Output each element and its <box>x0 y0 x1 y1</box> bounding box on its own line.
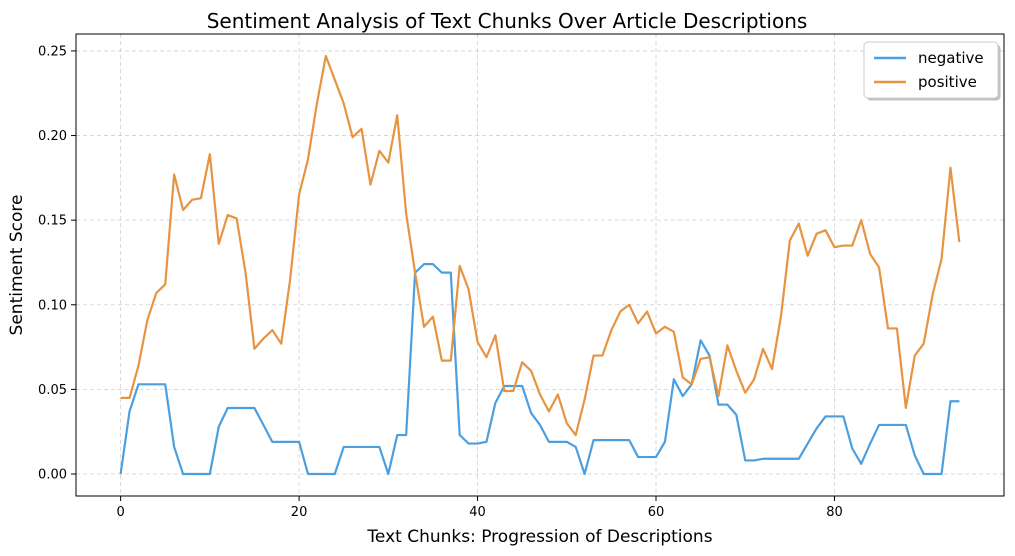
y-tick-label: 0.05 <box>38 383 67 398</box>
x-tick-label: 40 <box>469 505 486 520</box>
y-axis-label: Sentiment Score <box>7 195 27 336</box>
x-tick-label: 0 <box>116 505 124 520</box>
legend-label-negative: negative <box>918 49 984 67</box>
x-tick-label: 20 <box>291 505 308 520</box>
y-tick-label: 0.15 <box>38 214 67 229</box>
series-line-negative <box>119 263 960 476</box>
series-line-positive <box>120 54 961 437</box>
y-tick-label: 0.00 <box>38 468 67 483</box>
legend-label-positive: positive <box>918 73 977 91</box>
legend: negative positive <box>863 41 1001 101</box>
legend-box <box>863 41 999 99</box>
chart-title: Sentiment Analysis of Text Chunks Over A… <box>207 9 808 33</box>
x-tick-label: 60 <box>648 505 665 520</box>
y-tick-label: 0.20 <box>38 129 67 144</box>
y-tick-label: 0.10 <box>38 298 67 313</box>
axis-ticks: 0 20 40 60 80 0.00 0.05 0.10 0.15 0.20 0.25 <box>38 44 843 520</box>
plot-frame <box>75 33 1005 497</box>
series-lines <box>119 54 961 476</box>
x-axis-label: Text Chunks: Progression of Descriptions <box>366 527 712 547</box>
grid-lines <box>76 34 1004 496</box>
y-tick-label: 0.25 <box>38 44 67 59</box>
x-tick-label: 80 <box>826 505 843 520</box>
